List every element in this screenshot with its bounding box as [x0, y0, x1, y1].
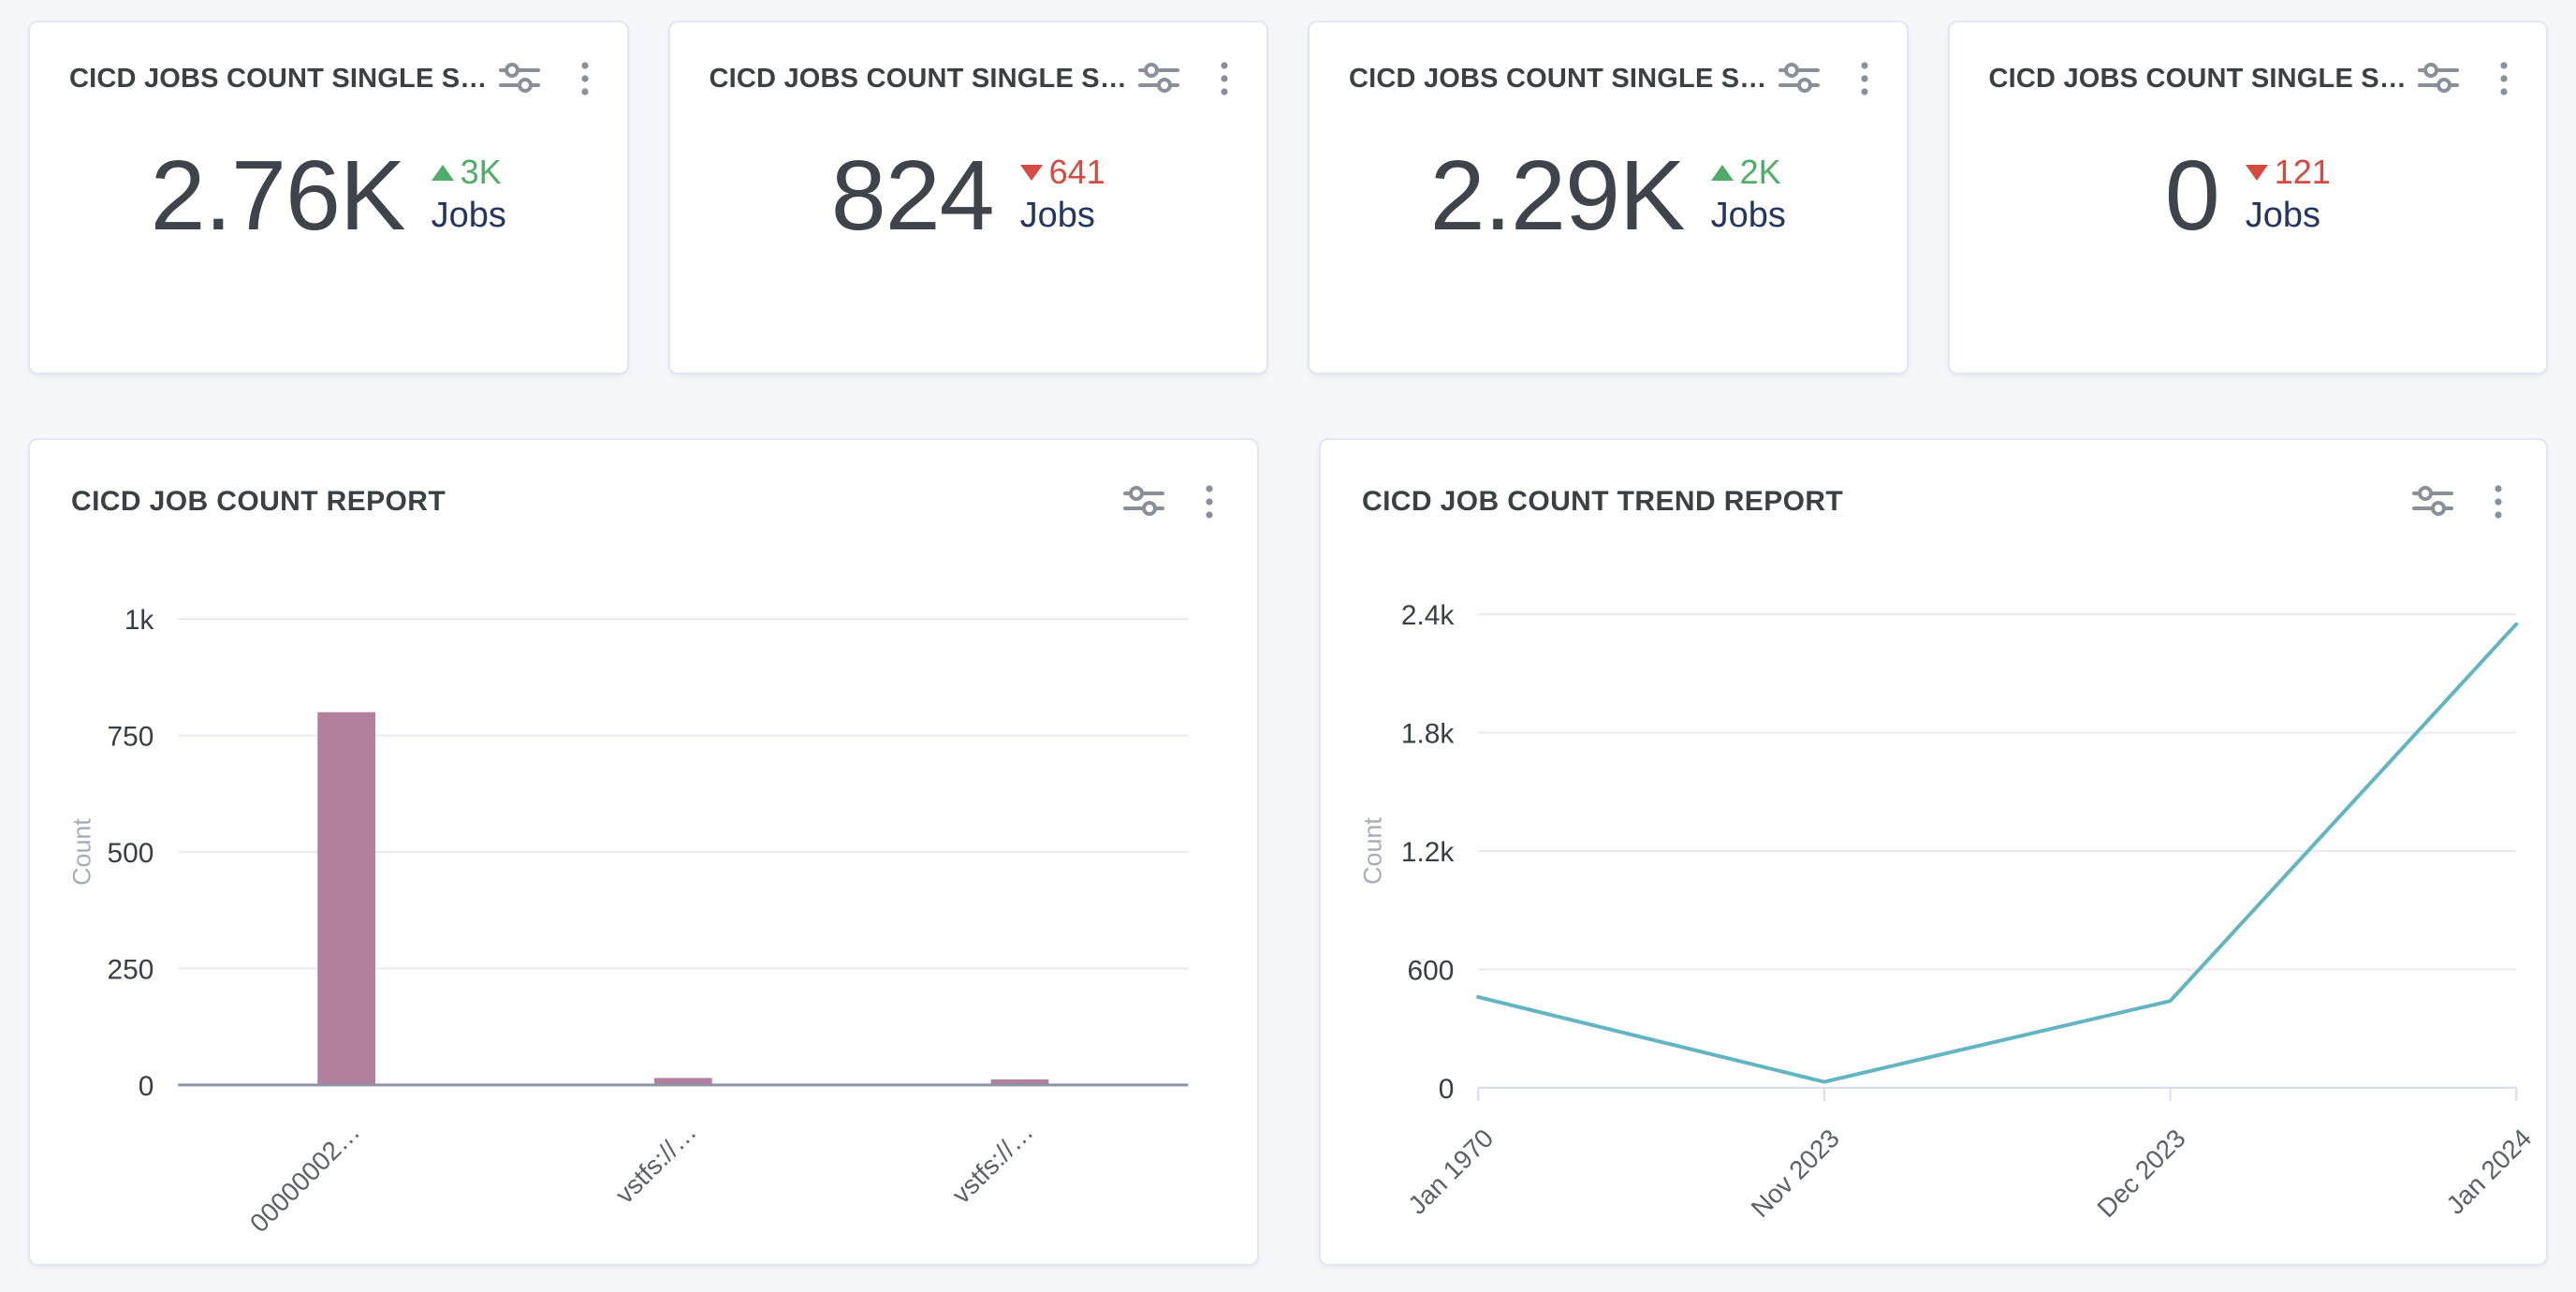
x-tick-label: vstfs://…	[609, 1117, 702, 1210]
stat-side: 3K Jobs	[431, 153, 506, 236]
chart-row: CICD JOB COUNT REPORT 0 250 500 750 1k Count 0…	[0, 374, 2576, 1266]
y-tick-label: 0	[1439, 1074, 1455, 1105]
arrow-up-icon	[1710, 164, 1734, 181]
panel-header: CICD JOB COUNT REPORT	[30, 440, 1257, 521]
card-actions	[2417, 60, 2509, 97]
bar[interactable]	[653, 1078, 712, 1085]
card-title: CICD JOBS COUNT SINGLE S…	[1988, 63, 2407, 94]
sliders-icon[interactable]	[1137, 60, 1180, 97]
trend-line[interactable]	[1476, 622, 2519, 1084]
stat-card-3: CICD JOBS COUNT SINGLE S… 2.29K 2K Jobs	[1308, 21, 1909, 374]
x-tick-label: 00000002…	[244, 1117, 365, 1238]
y-tick-label: 500	[108, 838, 154, 869]
bar[interactable]	[317, 712, 375, 1085]
y-tick-label: 250	[108, 954, 154, 985]
stat-card-4: CICD JOBS COUNT SINGLE S… 0 121 Jobs	[1947, 21, 2548, 374]
stat-side: 2K Jobs	[1710, 153, 1786, 236]
y-tick-label: 1k	[124, 605, 154, 636]
stat-value: 824	[830, 140, 995, 251]
delta-value: 2K	[1739, 153, 1781, 192]
delta-value: 3K	[460, 153, 502, 192]
x-tick-label: Jan 1970	[1402, 1123, 1499, 1220]
delta-badge: 3K	[431, 153, 502, 192]
unit-label: Jobs	[1710, 196, 1786, 236]
unit-label: Jobs	[1019, 196, 1095, 236]
arrow-up-icon	[431, 164, 454, 181]
card-title: CICD JOBS COUNT SINGLE S…	[1349, 63, 1767, 94]
stat-body: 2.29K 2K Jobs	[1310, 146, 1907, 245]
y-tick-label: 600	[1407, 955, 1454, 986]
delta-badge: 121	[2245, 153, 2331, 192]
delta-badge: 2K	[1710, 153, 1781, 192]
kebab-menu-icon[interactable]	[2494, 483, 2503, 521]
dashboard: CICD JOBS COUNT SINGLE S… 2.76K 3K Jobs	[0, 0, 2576, 1266]
sliders-icon[interactable]	[2411, 483, 2454, 521]
stat-value: 0	[2164, 140, 2220, 251]
y-tick-label: 750	[108, 722, 154, 753]
sliders-icon[interactable]	[1778, 60, 1821, 97]
card-actions	[498, 60, 590, 97]
arrow-down-icon	[1019, 164, 1043, 181]
stat-value: 2.76K	[150, 140, 406, 251]
stat-card-2: CICD JOBS COUNT SINGLE S… 824 641 Jobs	[667, 21, 1268, 374]
stat-card-1: CICD JOBS COUNT SINGLE S… 2.76K 3K Jobs	[28, 21, 629, 374]
y-axis-title: Count	[1359, 817, 1387, 885]
stat-body: 2.76K 3K Jobs	[30, 146, 627, 245]
stat-side: 641 Jobs	[1019, 153, 1105, 236]
stat-body: 0 121 Jobs	[1950, 146, 2547, 245]
delta-badge: 641	[1019, 153, 1105, 192]
kebab-menu-icon[interactable]	[1860, 60, 1869, 97]
trend-chart-panel: CICD JOB COUNT TREND REPORT 0 600 1.2k 1.8k…	[1319, 438, 2548, 1266]
kebab-menu-icon[interactable]	[1220, 60, 1229, 97]
stat-card-row: CICD JOBS COUNT SINGLE S… 2.76K 3K Jobs	[0, 0, 2576, 374]
bar[interactable]	[990, 1079, 1049, 1085]
stat-body: 824 641 Jobs	[670, 146, 1267, 245]
card-actions	[1137, 60, 1229, 97]
x-tick-label: Dec 2023	[2091, 1123, 2190, 1223]
stat-value: 2.29K	[1429, 140, 1686, 251]
sliders-icon[interactable]	[2417, 60, 2460, 97]
card-title: CICD JOBS COUNT SINGLE S…	[69, 63, 488, 94]
unit-label: Jobs	[431, 196, 506, 236]
card-header: CICD JOBS COUNT SINGLE S…	[670, 22, 1267, 97]
panel-title: CICD JOB COUNT TREND REPORT	[1362, 486, 1844, 517]
kebab-menu-icon[interactable]	[580, 60, 590, 97]
y-tick-label: 1.8k	[1401, 719, 1455, 750]
sliders-icon[interactable]	[1122, 483, 1165, 521]
panel-title: CICD JOB COUNT REPORT	[71, 486, 446, 517]
stat-side: 121 Jobs	[2245, 153, 2331, 236]
bar-chart-svg: 0 250 500 750 1k Count 00000002… vstfs://… vstfs…	[68, 605, 1189, 1238]
y-tick-label: 1.2k	[1401, 837, 1455, 868]
panel-actions	[2411, 483, 2503, 521]
delta-value: 641	[1048, 153, 1105, 192]
x-tick-label: Jan 2024	[2440, 1123, 2537, 1220]
arrow-down-icon	[2245, 164, 2268, 181]
card-actions	[1778, 60, 1869, 97]
trend-chart-svg: 0 600 1.2k 1.8k 2.4k Count Jan 1970 Nov 2023 Dec…	[1359, 600, 2538, 1223]
x-tick-label: Nov 2023	[1746, 1123, 1845, 1223]
kebab-menu-icon[interactable]	[1205, 483, 1214, 521]
card-header: CICD JOBS COUNT SINGLE S…	[1310, 22, 1907, 97]
x-tick-label: vstfs://…	[946, 1117, 1039, 1210]
panel-actions	[1122, 483, 1214, 521]
card-header: CICD JOBS COUNT SINGLE S…	[30, 22, 627, 97]
y-axis-title: Count	[68, 818, 96, 886]
card-title: CICD JOBS COUNT SINGLE S…	[709, 63, 1127, 94]
y-tick-label: 0	[139, 1071, 154, 1102]
panel-header: CICD JOB COUNT TREND REPORT	[1321, 440, 2546, 521]
sliders-icon[interactable]	[498, 60, 541, 97]
delta-value: 121	[2274, 153, 2331, 192]
bar-chart-panel: CICD JOB COUNT REPORT 0 250 500 750 1k Count 0…	[28, 438, 1259, 1266]
kebab-menu-icon[interactable]	[2499, 60, 2509, 97]
card-header: CICD JOBS COUNT SINGLE S…	[1950, 22, 2547, 97]
unit-label: Jobs	[2245, 196, 2320, 236]
y-tick-label: 2.4k	[1401, 600, 1455, 631]
